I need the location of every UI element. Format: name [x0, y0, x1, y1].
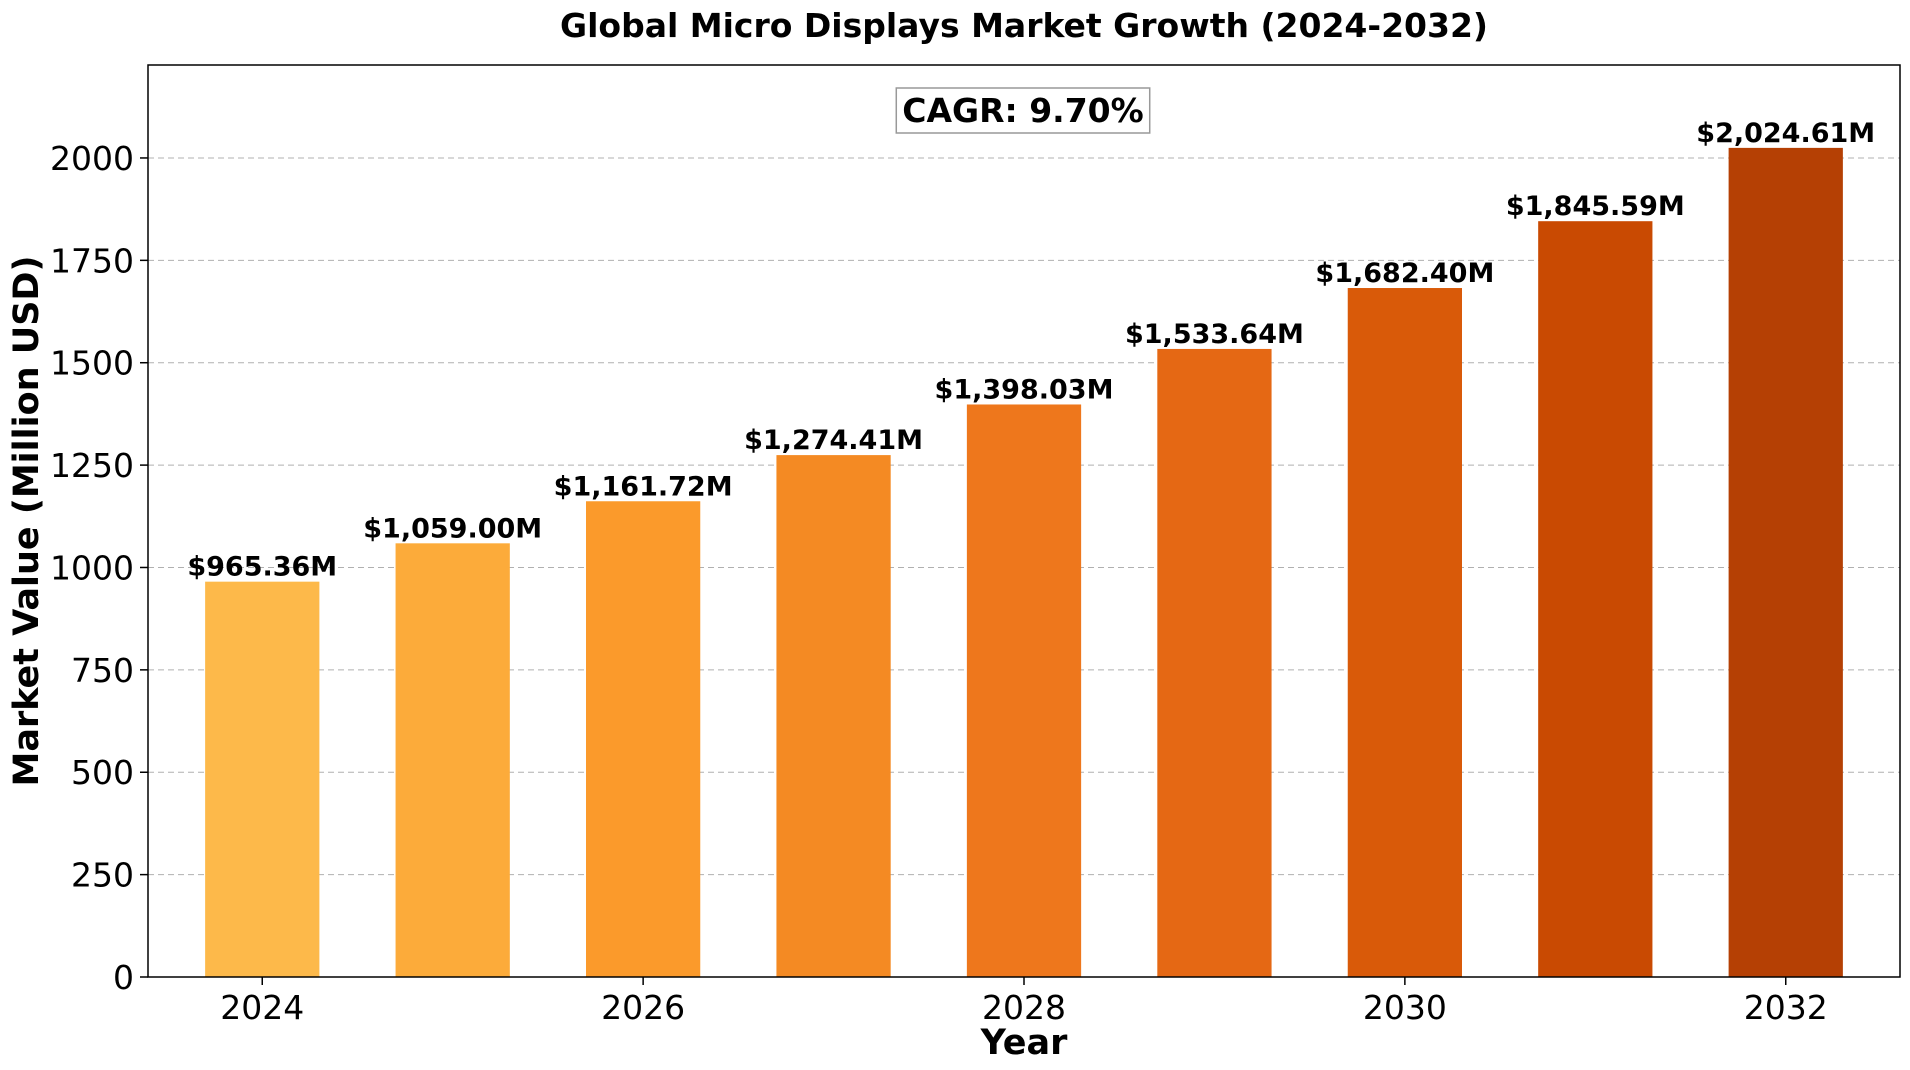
chart-title: Global Micro Displays Market Growth (202… [560, 6, 1488, 45]
bar-value-label: $1,398.03M [935, 374, 1114, 405]
y-tick-label: 2000 [50, 139, 134, 178]
cagr-box [895, 87, 1151, 134]
cagr-text: CAGR: 9.70% [902, 91, 1143, 130]
y-axis-label: Market Value (Million USD) [7, 256, 47, 787]
y-axis-ticks: 0 250 500 750 1000 1250 1500 1750 2000 [50, 139, 148, 997]
bar-value-label: $1,274.41M [744, 425, 923, 456]
y-tick-label: 500 [71, 753, 134, 792]
x-axis-ticks: 2024 2026 2028 2030 2032 [220, 977, 1828, 1027]
bar-value-label: $1,161.72M [554, 471, 733, 502]
bar-value-label: $1,845.59M [1506, 191, 1685, 222]
bar [1728, 147, 1843, 977]
bar [776, 455, 891, 977]
x-tick-label: 2030 [1363, 988, 1447, 1027]
x-tick-label: 2028 [982, 988, 1066, 1027]
y-tick-label: 1250 [50, 446, 134, 485]
bar-value-label: $1,533.64M [1125, 319, 1304, 350]
bar-value-labels: $965.36M $1,059.00M $1,161.72M $1,274.41M $1… [187, 118, 1875, 583]
bar-value-label: $965.36M [187, 552, 337, 583]
bar [1538, 221, 1653, 978]
bar [205, 581, 320, 977]
cagr-annotation: CAGR: 9.70% [895, 87, 1151, 134]
y-tick-label: 1000 [50, 548, 134, 587]
bar [395, 543, 510, 977]
x-tick-label: 2026 [601, 988, 685, 1027]
bar [1347, 288, 1462, 978]
bar [586, 501, 701, 977]
y-tick-label: 250 [71, 856, 134, 895]
x-tick-label: 2032 [1744, 988, 1828, 1027]
y-tick-label: 1750 [50, 241, 134, 280]
y-tick-label: 1500 [50, 344, 134, 383]
y-tick-label: 0 [113, 958, 134, 997]
bar [1157, 348, 1272, 977]
x-tick-label: 2024 [220, 988, 304, 1027]
bar-value-label: $2,024.61M [1696, 118, 1875, 149]
x-axis-label: Year [980, 1023, 1068, 1063]
bar-value-label: $1,682.40M [1315, 258, 1494, 289]
y-tick-label: 750 [71, 651, 134, 690]
bar-value-label: $1,059.00M [363, 513, 542, 544]
bar [966, 404, 1082, 978]
bars [205, 147, 1843, 978]
